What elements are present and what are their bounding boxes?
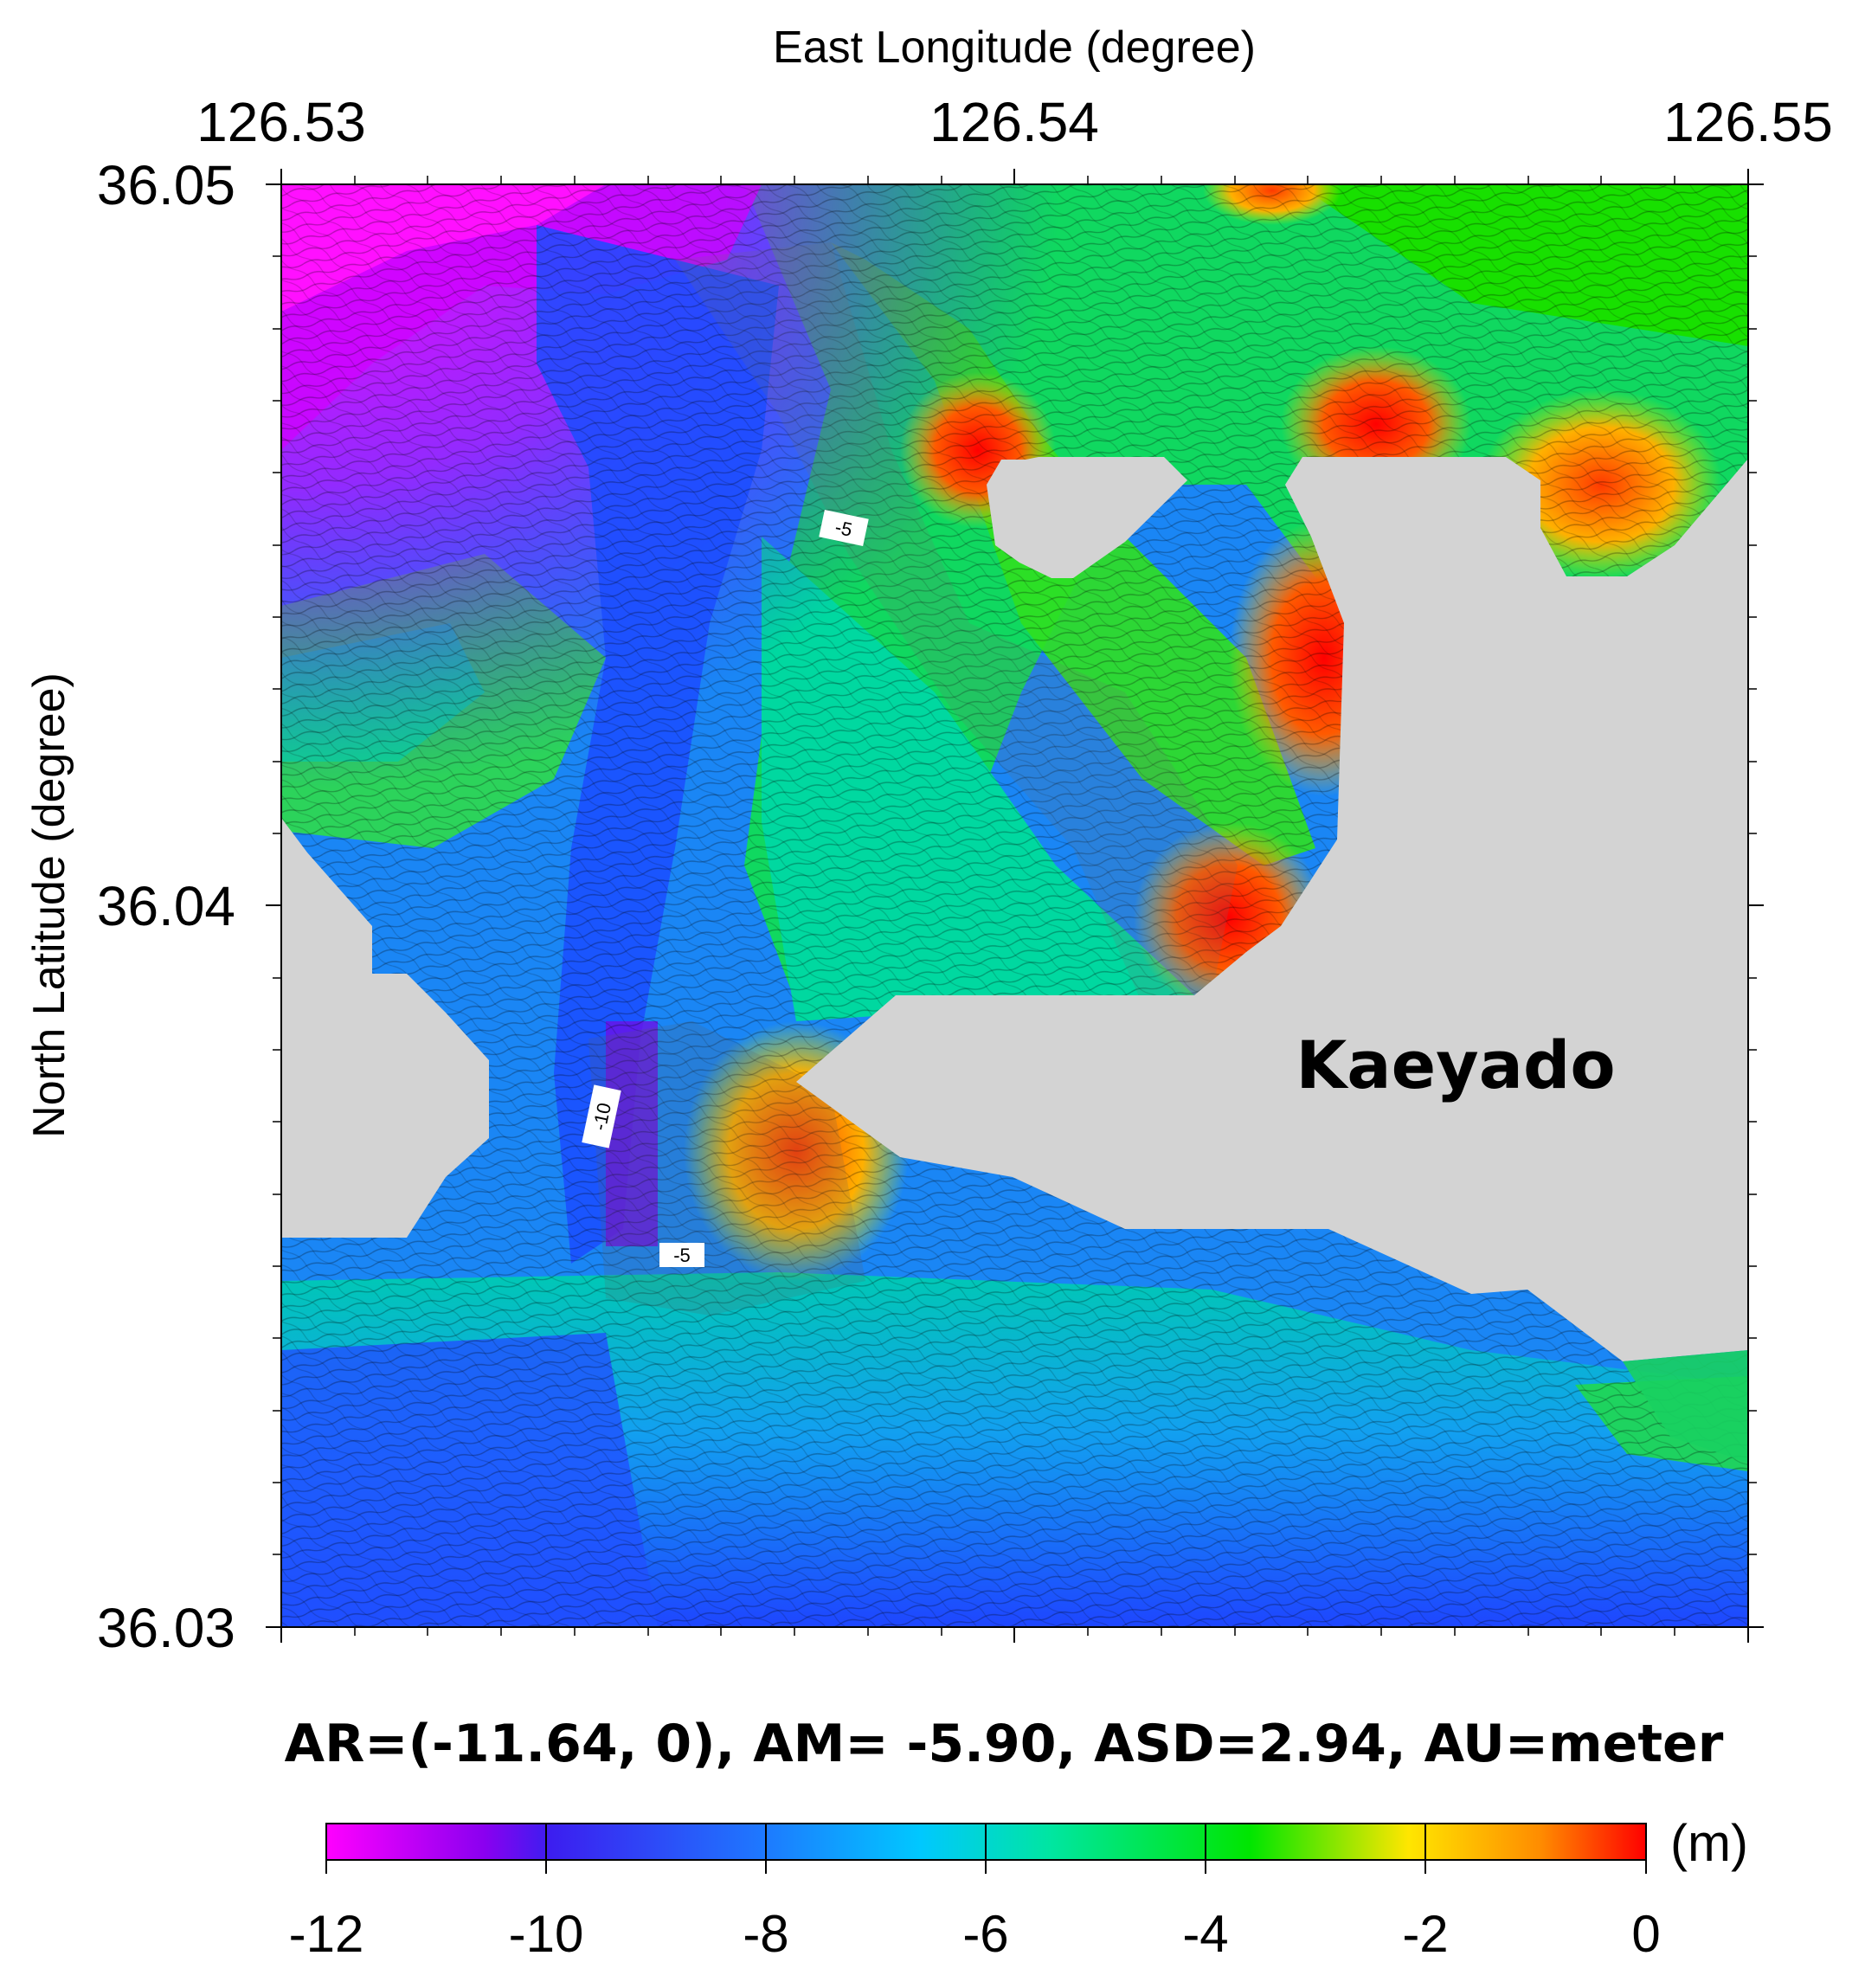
land-west xyxy=(281,818,489,1238)
island-name-label: Kaeyado xyxy=(1296,1026,1615,1103)
y-axis-title: North Latitude (degree) xyxy=(24,672,74,1138)
colorbar-tick--10: -10 xyxy=(509,1905,584,1963)
colorbar-tick--6: -6 xyxy=(962,1905,1008,1963)
y-tick-label-36-04: 36.04 xyxy=(97,875,235,937)
contour-label-group: -5 -10 -5 xyxy=(582,509,869,1267)
colorbar-tick--4: -4 xyxy=(1182,1905,1228,1963)
x-tick-label-126-54: 126.54 xyxy=(929,91,1099,153)
y-tick-label-36-05: 36.05 xyxy=(97,154,235,216)
y-tick-label-36-03: 36.03 xyxy=(97,1597,235,1659)
kaeyado-island xyxy=(796,457,1748,1361)
colorbar-tick--8: -8 xyxy=(743,1905,788,1963)
map-plot-area xyxy=(281,184,1748,1627)
stats-summary: AR=(-11.64, 0), AM= -5.90, ASD=2.94, AU=… xyxy=(285,1714,1724,1774)
x-tick-label-126-55: 126.55 xyxy=(1663,91,1833,153)
colorbar-unit: (m) xyxy=(1670,1814,1748,1872)
x-axis-title: East Longitude (degree) xyxy=(773,23,1256,73)
colorbar-tick-0: 0 xyxy=(1631,1905,1660,1963)
colorbar: (m) -12 -10 -8 -6 -4 -2 0 xyxy=(289,1814,1748,1963)
x-tick-label-126-53: 126.53 xyxy=(196,91,366,153)
colorbar-tick--2: -2 xyxy=(1402,1905,1448,1963)
colorbar-tick--12: -12 xyxy=(289,1905,364,1963)
contour-label-3: -5 xyxy=(673,1245,691,1266)
islet-north xyxy=(987,457,1187,578)
tick-marks xyxy=(266,169,1764,1643)
minor-tick-marks xyxy=(273,176,1757,1636)
